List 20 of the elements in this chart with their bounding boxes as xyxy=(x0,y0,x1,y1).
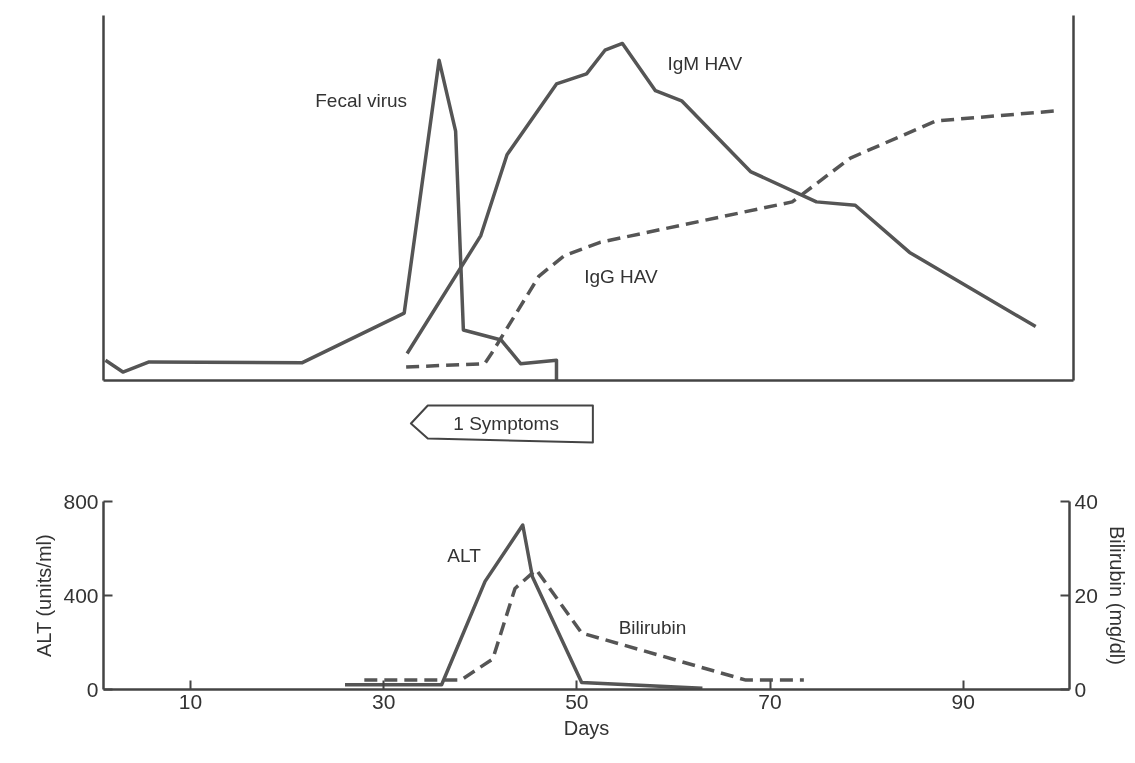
y2-tick-label: 20 xyxy=(1074,583,1098,607)
y-tick-label: 0 xyxy=(86,677,99,701)
text: 1 Symptoms xyxy=(453,413,559,434)
x-tick-label: 50 xyxy=(565,689,589,713)
y2-tick-label: 0 xyxy=(1074,677,1087,701)
series-label: Bilirubin xyxy=(618,616,687,638)
y2-tick-label: 40 xyxy=(1074,489,1098,513)
x-tick-label: 10 xyxy=(178,689,203,713)
series-label: IgM HAV xyxy=(667,52,743,74)
y-tick-label: 800 xyxy=(63,489,99,513)
y-axis-title: ALT (units/ml) xyxy=(33,534,56,657)
series-label: Fecal virus xyxy=(315,89,408,111)
y-tick-label: 400 xyxy=(63,583,99,607)
x-tick-label: 70 xyxy=(758,689,782,713)
x-tick-label: 90 xyxy=(951,689,975,713)
series-label: IgG HAV xyxy=(584,265,659,287)
series-label: ALT xyxy=(447,544,482,566)
x-tick-label: 30 xyxy=(371,689,396,713)
y2-axis-title: Bilirubin (mg/dl) xyxy=(1105,526,1128,665)
x-axis-title: Days xyxy=(563,716,610,739)
